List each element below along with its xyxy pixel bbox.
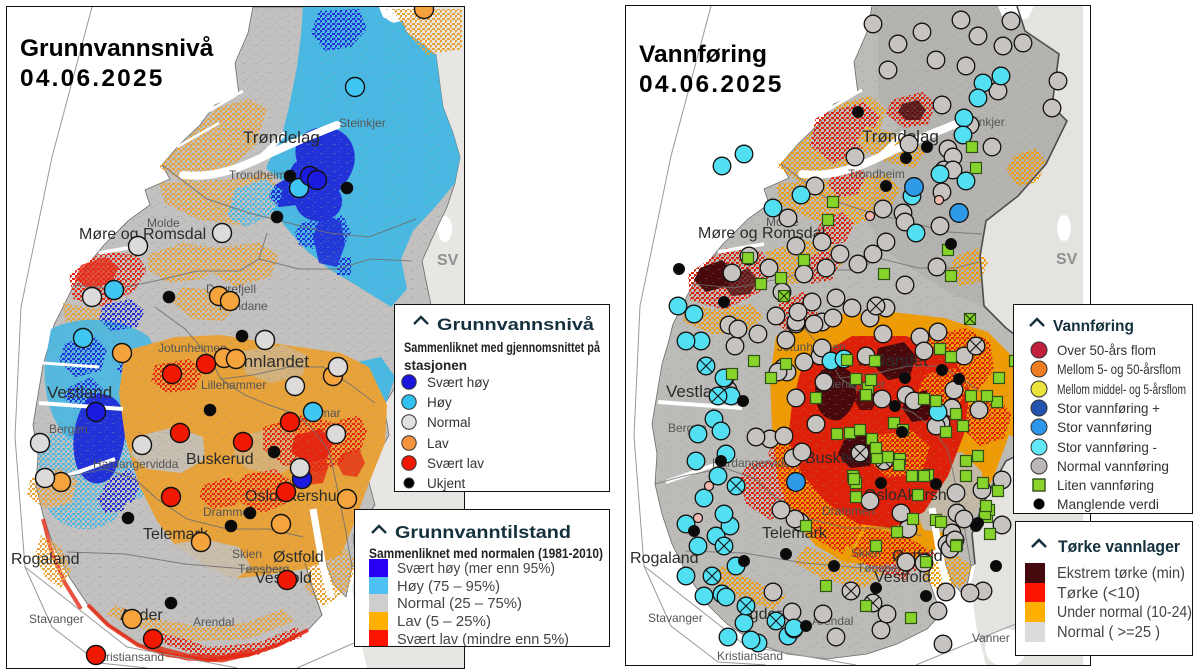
svg-text:Hardangervidda: Hardangervidda — [93, 457, 179, 471]
svg-text:Vanner: Vanner — [972, 631, 1010, 645]
svg-text:Normal (25 – 75%): Normal (25 – 75%) — [397, 596, 522, 612]
svg-text:Grunnvanntilstand: Grunnvanntilstand — [395, 522, 571, 542]
svg-text:Rogaland: Rogaland — [630, 550, 699, 567]
svg-text:Trondheim: Trondheim — [848, 167, 905, 181]
svg-text:stasjonen: stasjonen — [404, 358, 467, 373]
svg-text:Normal ( >=25 ): Normal ( >=25 ) — [1057, 624, 1160, 641]
svg-text:Bergen: Bergen — [49, 422, 88, 436]
svg-text:Trøndelag: Trøndelag — [862, 127, 939, 146]
svg-text:Trøndelag: Trøndelag — [243, 128, 320, 147]
svg-text:Under normal (10-24): Under normal (10-24) — [1057, 604, 1192, 621]
svg-text:Kristiansand: Kristiansand — [98, 650, 164, 664]
svg-text:Steinkjer: Steinkjer — [339, 116, 386, 130]
svg-text:mar: mar — [320, 406, 341, 420]
svg-text:Skien: Skien — [232, 547, 262, 561]
svg-text:Sammenliknet med normalen (198: Sammenliknet med normalen (1981-2010) — [369, 545, 603, 561]
svg-text:Sammenliknet med gjennomsnitte: Sammenliknet med gjennomsnittet på — [404, 340, 600, 355]
svg-text:Svært lav: Svært lav — [427, 456, 484, 471]
svg-text:Lav (5 – 25%): Lav (5 – 25%) — [397, 614, 491, 630]
svg-text:Lav: Lav — [427, 436, 449, 451]
svg-text:Vestfold: Vestfold — [874, 569, 931, 586]
svg-text:Innlandet: Innlandet — [239, 352, 309, 371]
svg-text:Vestland: Vestland — [47, 383, 112, 402]
svg-text:Over 50-års flom: Over 50-års flom — [1057, 343, 1156, 358]
svg-text:Svært høy (mer enn 95%): Svært høy (mer enn 95%) — [397, 561, 555, 577]
svg-text:SV: SV — [437, 252, 459, 269]
svg-text:Drammen: Drammen — [203, 505, 256, 519]
svg-text:Tørke (<10): Tørke (<10) — [1057, 585, 1140, 602]
svg-text:Arendal: Arendal — [193, 615, 234, 629]
svg-text:Svært lav (mindre enn 5%): Svært lav (mindre enn 5%) — [397, 632, 569, 646]
svg-text:Stor vannføring +: Stor vannføring + — [1057, 401, 1160, 416]
svg-text:Mellom middel- og 5-årsflom: Mellom middel- og 5-årsflom — [1057, 382, 1186, 397]
svg-text:Molde: Molde — [147, 216, 180, 230]
svg-text:Østfold: Østfold — [273, 549, 324, 566]
svg-text:Kristiansand: Kristiansand — [717, 649, 783, 663]
svg-text:Tørke vannlager: Tørke vannlager — [1058, 537, 1180, 556]
svg-text:Normal: Normal — [427, 415, 471, 430]
svg-text:Mellom 5- og 50-årsflom: Mellom 5- og 50-årsflom — [1057, 362, 1181, 377]
svg-text:Liten vannføring: Liten vannføring — [1057, 478, 1154, 493]
svg-text:Normal vannføring: Normal vannføring — [1057, 459, 1169, 474]
svg-text:Stavanger: Stavanger — [648, 611, 703, 625]
svg-text:Høy: Høy — [427, 395, 452, 410]
svg-text:Ukjent: Ukjent — [427, 476, 466, 491]
svg-text:Manglende verdi: Manglende verdi — [1057, 497, 1159, 512]
svg-text:Møre og Romsdal: Møre og Romsdal — [79, 226, 206, 243]
svg-text:Stor vannføring: Stor vannføring — [1057, 420, 1152, 435]
svg-text:Grunnvannsnivå: Grunnvannsnivå — [437, 315, 595, 334]
svg-text:Stor vannføring -: Stor vannføring - — [1057, 440, 1157, 455]
svg-text:Tønsberg: Tønsberg — [857, 561, 908, 575]
svg-text:Rogaland: Rogaland — [11, 551, 80, 568]
svg-text:Buskerud: Buskerud — [186, 451, 254, 468]
svg-text:Stavanger: Stavanger — [29, 612, 84, 626]
svg-text:Tønsberg: Tønsberg — [238, 562, 289, 576]
svg-text:Jotunheimen: Jotunheimen — [158, 341, 227, 355]
svg-text:Drammen: Drammen — [822, 504, 875, 518]
svg-text:Trondheim: Trondheim — [229, 168, 286, 182]
svg-text:Høy (75 – 95%): Høy (75 – 95%) — [397, 579, 500, 595]
svg-text:Svært høy: Svært høy — [427, 375, 490, 390]
svg-text:Møre og Romsdal: Møre og Romsdal — [698, 225, 825, 242]
svg-text:Ekstrem tørke (min): Ekstrem tørke (min) — [1057, 565, 1185, 582]
svg-text:SV: SV — [1056, 251, 1078, 268]
svg-text:Vannføring: Vannføring — [1053, 318, 1134, 335]
svg-text:Lillehammer: Lillehammer — [201, 378, 266, 392]
